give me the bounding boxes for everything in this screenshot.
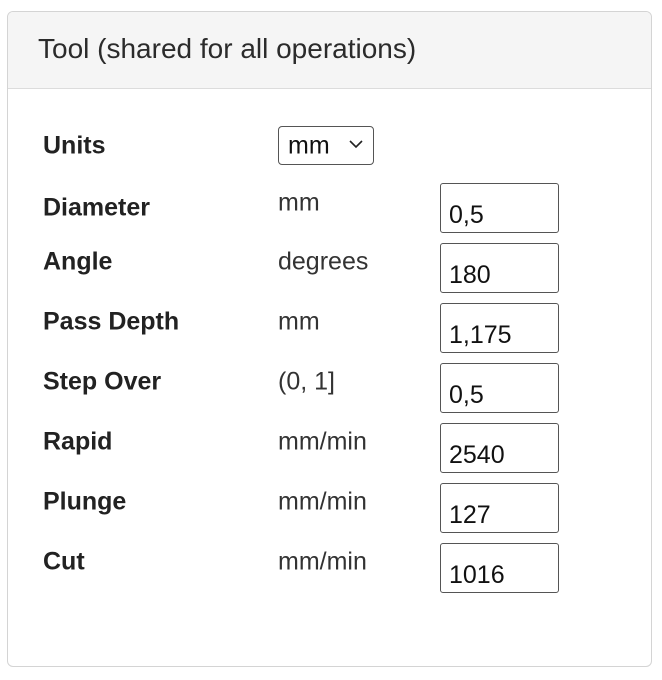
- pass-depth-row: Pass Depth mm: [8, 303, 651, 353]
- units-select-value: mm: [288, 131, 330, 159]
- cut-row: Cut mm/min: [8, 543, 651, 593]
- units-label: Units: [43, 131, 106, 159]
- angle-input[interactable]: [440, 243, 559, 293]
- angle-row: Angle degrees: [8, 243, 651, 293]
- diameter-unit: mm: [278, 188, 320, 217]
- cut-label: Cut: [43, 547, 85, 576]
- step-over-unit: (0, 1]: [278, 367, 335, 396]
- plunge-unit: mm/min: [278, 487, 367, 516]
- pass-depth-input[interactable]: [440, 303, 559, 353]
- step-over-label: Step Over: [43, 367, 162, 396]
- rapid-unit: mm/min: [278, 427, 367, 456]
- angle-unit: degrees: [278, 247, 369, 276]
- diameter-row: Diameter mm: [8, 183, 651, 233]
- units-row: Units mm: [8, 126, 651, 165]
- step-over-input[interactable]: [440, 363, 559, 413]
- rapid-label: Rapid: [43, 427, 113, 456]
- diameter-input[interactable]: [440, 183, 559, 233]
- diameter-label: Diameter: [43, 193, 150, 222]
- chevron-down-icon: [349, 140, 363, 149]
- cut-unit: mm/min: [278, 547, 367, 576]
- pass-depth-label: Pass Depth: [43, 307, 180, 336]
- pass-depth-unit: mm: [278, 307, 320, 336]
- units-select[interactable]: mm: [278, 126, 374, 165]
- panel-header: Tool (shared for all operations): [8, 12, 651, 89]
- plunge-input[interactable]: [440, 483, 559, 533]
- rapid-row: Rapid mm/min: [8, 423, 651, 473]
- rapid-input[interactable]: [440, 423, 559, 473]
- plunge-label: Plunge: [43, 487, 127, 516]
- cut-input[interactable]: [440, 543, 559, 593]
- panel-title: Tool (shared for all operations): [38, 33, 417, 64]
- tool-panel: Tool (shared for all operations) Units m…: [7, 11, 652, 667]
- plunge-row: Plunge mm/min: [8, 483, 651, 533]
- angle-label: Angle: [43, 247, 113, 276]
- step-over-row: Step Over (0, 1]: [8, 363, 651, 413]
